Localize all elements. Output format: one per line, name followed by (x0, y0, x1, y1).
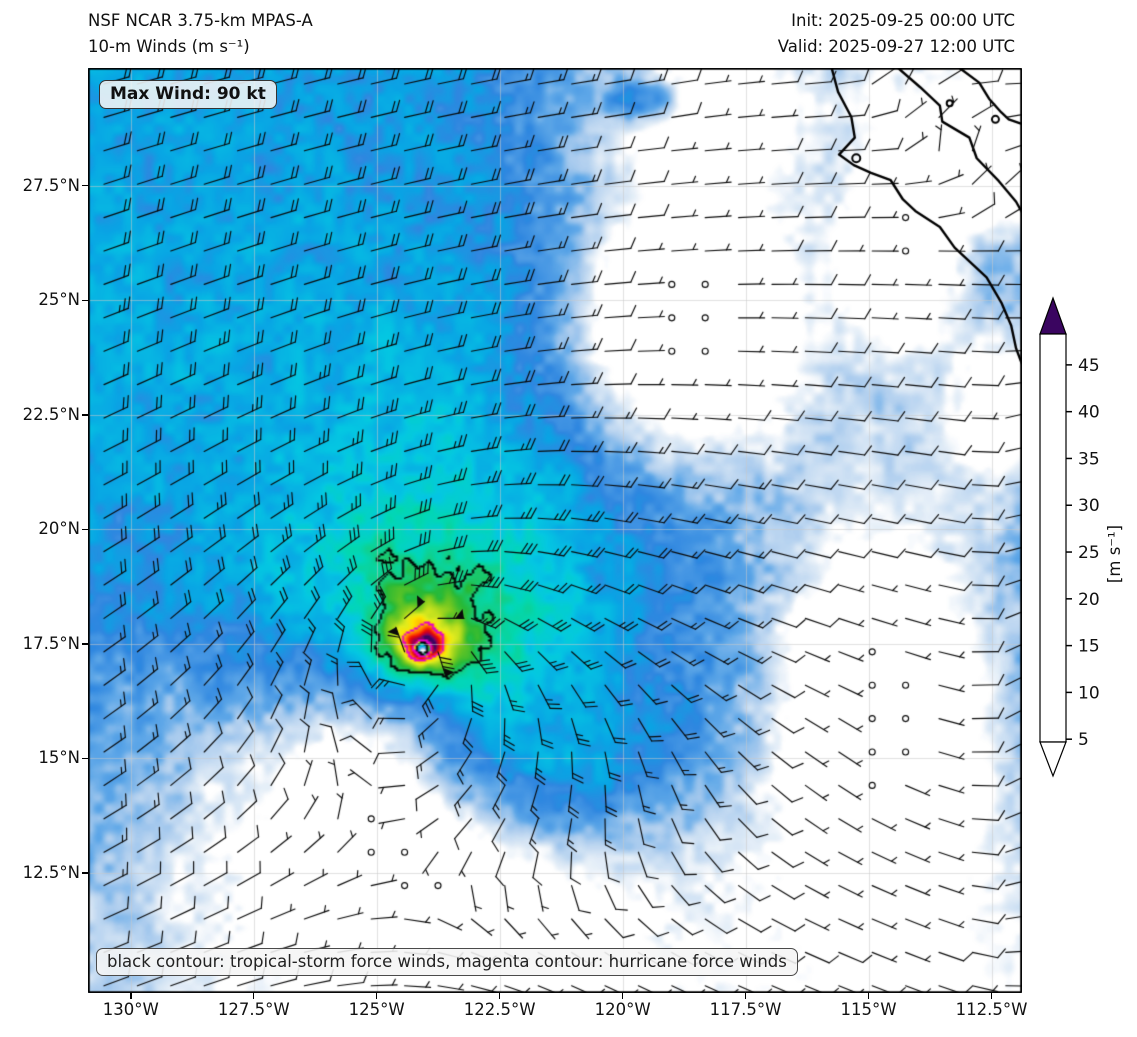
lon-tick-label-112.5°W: 112.5°W (955, 1000, 1028, 1019)
colorbar-over-arrow (1039, 296, 1067, 335)
colorbar-gradient-bar (1039, 333, 1067, 743)
lon-tick-mark-1 (252, 993, 255, 999)
lat-tick-mark-0 (82, 184, 88, 187)
colorbar-tick-label-15: 15 (1078, 637, 1100, 657)
colorbar-under-arrow (1039, 741, 1067, 778)
lon-tick-label-127.5°W: 127.5°W (217, 1000, 290, 1019)
contour-legend-annotation: black contour: tropical-storm force wind… (96, 948, 798, 976)
lon-tick-mark-5 (744, 993, 747, 999)
lon-tick-mark-3 (498, 993, 501, 999)
lat-tick-label-15°N: 15°N (38, 748, 80, 768)
max-wind-annotation: Max Wind: 90 kt (99, 80, 277, 109)
lat-tick-label-20°N: 20°N (38, 519, 80, 539)
colorbar-tick-label-5: 5 (1078, 730, 1089, 750)
lon-tick-mark-4 (621, 993, 624, 999)
lon-tick-mark-0 (130, 993, 132, 999)
plot-title-line1: NSF NCAR 3.75-km MPAS-A (88, 11, 313, 30)
lon-tick-label-122.5°W: 122.5°W (463, 1000, 536, 1019)
colorbar-tick-label-25: 25 (1078, 543, 1100, 563)
wind-map-canvas (88, 68, 1022, 993)
colorbar-unit-label: [m s⁻¹] (1105, 525, 1124, 583)
lat-tick-label-17.5°N: 17.5°N (22, 634, 80, 654)
lon-tick-label-125°W: 125°W (348, 1000, 405, 1019)
colorbar-tick-label-10: 10 (1078, 683, 1100, 703)
colorbar-tick-label-30: 30 (1078, 496, 1100, 516)
lat-tick-mark-4 (82, 643, 88, 645)
valid-time-label: Valid: 2025-09-27 12:00 UTC (777, 37, 1015, 56)
lat-tick-label-12.5°N: 12.5°N (22, 863, 80, 883)
lat-tick-mark-5 (82, 757, 88, 760)
lon-tick-label-117.5°W: 117.5°W (709, 1000, 782, 1019)
colorbar-tick-label-20: 20 (1078, 590, 1100, 610)
colorbar: 5 10 15 20 25 30 35 40 45 [m s⁻¹] (1039, 296, 1124, 778)
lat-tick-label-27.5°N: 27.5°N (22, 175, 80, 195)
lat-tick-label-25°N: 25°N (38, 290, 80, 310)
colorbar-tick-label-35: 35 (1078, 449, 1100, 469)
lon-tick-mark-7 (990, 993, 993, 999)
lon-tick-label-115°W: 115°W (840, 1000, 897, 1019)
lat-tick-mark-1 (82, 299, 88, 302)
init-time-label: Init: 2025-09-25 00:00 UTC (791, 11, 1015, 30)
lat-tick-mark-3 (82, 528, 88, 531)
lat-tick-mark-6 (82, 872, 88, 874)
plot-title-line2: 10-m Winds (m s⁻¹) (88, 37, 250, 56)
lat-tick-mark-2 (82, 414, 88, 416)
lon-tick-label-120°W: 120°W (594, 1000, 651, 1019)
lat-tick-label-22.5°N: 22.5°N (22, 404, 80, 424)
lon-tick-mark-2 (375, 993, 378, 999)
colorbar-tick-label-40: 40 (1078, 403, 1100, 423)
lon-tick-label-130°W: 130°W (102, 1000, 159, 1019)
colorbar-tick-label-45: 45 (1078, 356, 1100, 376)
lon-tick-mark-6 (867, 993, 870, 999)
